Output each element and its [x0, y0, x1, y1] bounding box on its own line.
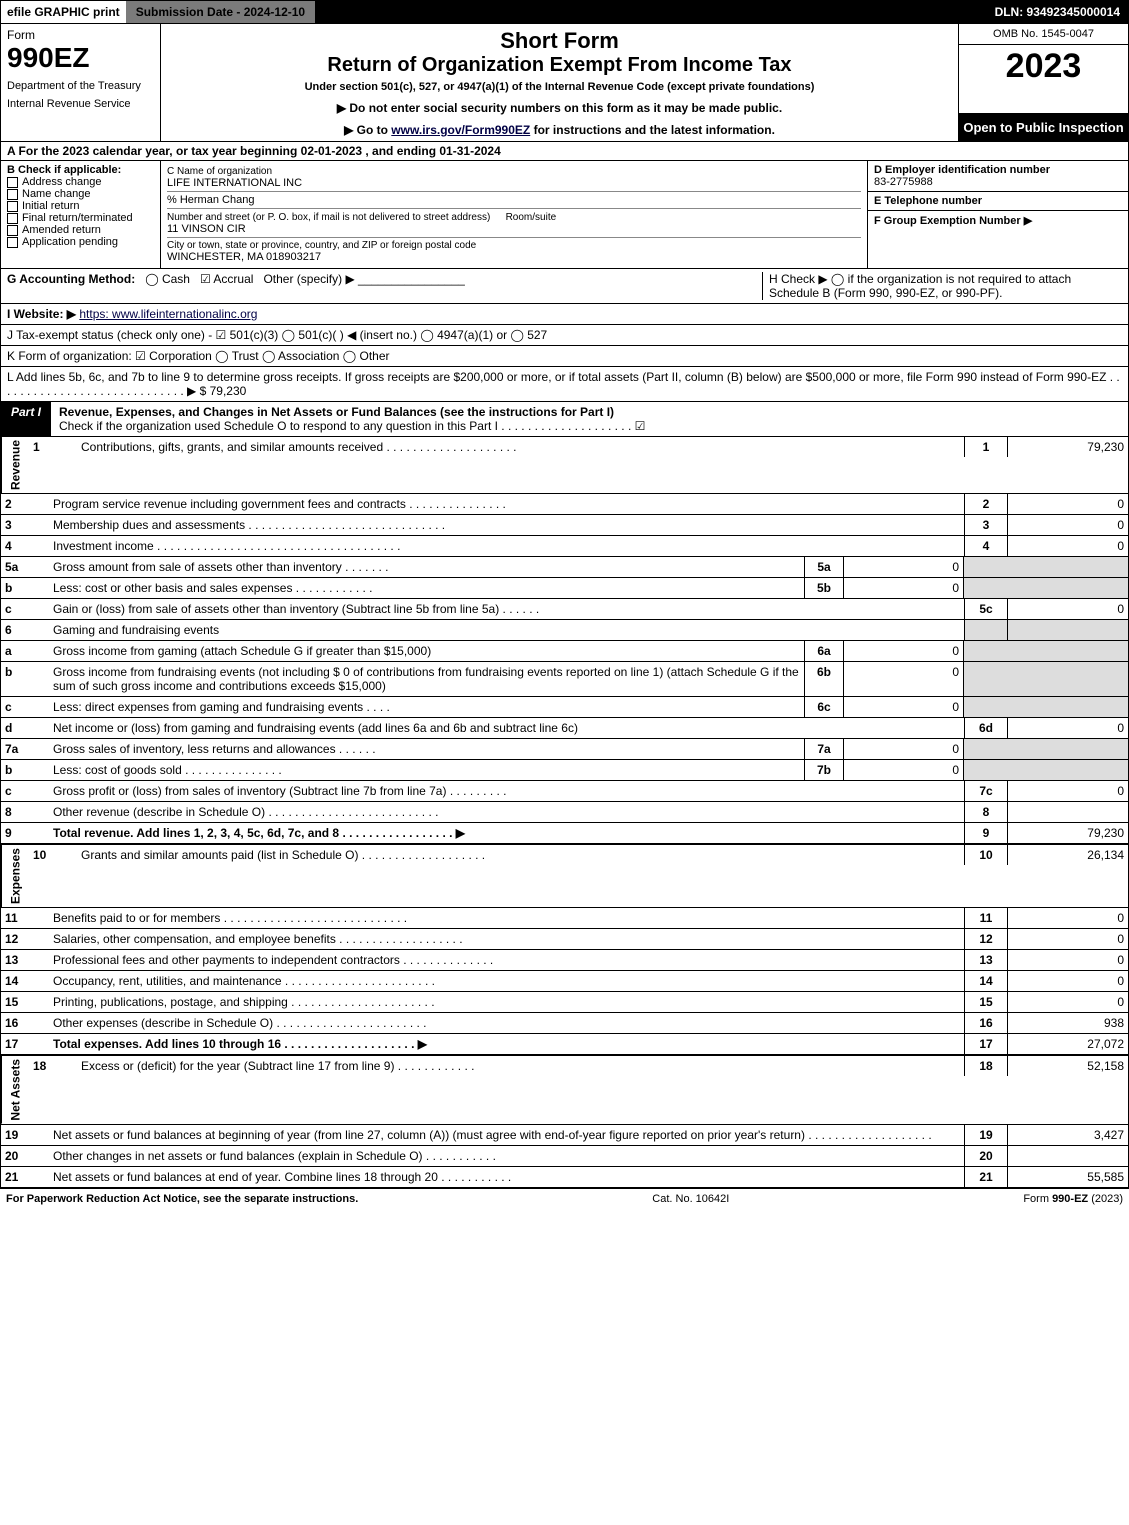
line-2: 2Program service revenue including gover… [1, 494, 1128, 515]
title-short-form: Short Form [169, 28, 950, 54]
open-to-public: Open to Public Inspection [959, 113, 1128, 141]
part1-tab: Part I [1, 402, 51, 436]
header-center: Short Form Return of Organization Exempt… [161, 24, 958, 141]
top-bar: efile GRAPHIC print Submission Date - 20… [0, 0, 1129, 24]
line-12: 12Salaries, other compensation, and empl… [1, 929, 1128, 950]
line-6c: cLess: direct expenses from gaming and f… [1, 697, 1128, 718]
pct-name: % Herman Chang [167, 192, 861, 209]
line-15: 15Printing, publications, postage, and s… [1, 992, 1128, 1013]
h-check: H Check ▶ ◯ if the organization is not r… [762, 272, 1122, 300]
g-accounting: G Accounting Method: ◯ Cash ☑ Accrual Ot… [7, 272, 762, 300]
note-ssn: ▶ Do not enter social security numbers o… [169, 101, 950, 115]
line-11: 11Benefits paid to or for members . . . … [1, 908, 1128, 929]
check-initial[interactable]: Initial return [7, 200, 154, 212]
line-7b: bLess: cost of goods sold . . . . . . . … [1, 760, 1128, 781]
line-20: 20Other changes in net assets or fund ba… [1, 1146, 1128, 1167]
line-7a: 7aGross sales of inventory, less returns… [1, 739, 1128, 760]
section-a: A For the 2023 calendar year, or tax yea… [0, 142, 1129, 161]
line-10: Expenses 10Grants and similar amounts pa… [1, 845, 1128, 908]
city-value: WINCHESTER, MA 018903217 [167, 251, 861, 263]
check-amended[interactable]: Amended return [7, 224, 154, 236]
ein-value: 83-2775988 [874, 176, 1122, 188]
line-21: 21Net assets or fund balances at end of … [1, 1167, 1128, 1188]
footer-mid: Cat. No. 10642I [652, 1193, 729, 1205]
box-b: B Check if applicable: Address change Na… [1, 161, 161, 269]
check-name[interactable]: Name change [7, 188, 154, 200]
row-k: K Form of organization: ☑ Corporation ◯ … [0, 346, 1129, 367]
line-9: 9Total revenue. Add lines 1, 2, 3, 4, 5c… [1, 823, 1128, 845]
line-19: 19Net assets or fund balances at beginni… [1, 1125, 1128, 1146]
line-14: 14Occupancy, rent, utilities, and mainte… [1, 971, 1128, 992]
revenue-side-label: Revenue [1, 437, 29, 493]
line-6a: aGross income from gaming (attach Schedu… [1, 641, 1128, 662]
line-6b: bGross income from fundraising events (n… [1, 662, 1128, 697]
efile-label: efile GRAPHIC print [1, 1, 126, 23]
netassets-side-label: Net Assets [1, 1056, 29, 1124]
header-left: Form 990EZ Department of the Treasury In… [1, 24, 161, 141]
line-4: 4Investment income . . . . . . . . . . .… [1, 536, 1128, 557]
f-label: F Group Exemption Number ▶ [874, 215, 1032, 227]
submission-date: Submission Date - 2024-12-10 [126, 1, 315, 23]
d-label: D Employer identification number [874, 164, 1122, 176]
form-label: Form [7, 28, 154, 42]
line-5b: bLess: cost or other basis and sales exp… [1, 578, 1128, 599]
check-address[interactable]: Address change [7, 176, 154, 188]
street-label: Number and street (or P. O. box, if mail… [167, 212, 490, 223]
row-i: I Website: ▶ https: www.lifeinternationa… [0, 304, 1129, 325]
street-value: 11 VINSON CIR [167, 223, 861, 235]
city-label: City or town, state or province, country… [167, 240, 861, 251]
line-6d: dNet income or (loss) from gaming and fu… [1, 718, 1128, 739]
dept-treasury: Department of the Treasury [7, 80, 154, 92]
box-c: C Name of organization LIFE INTERNATIONA… [161, 161, 868, 269]
part1-header: Part I Revenue, Expenses, and Changes in… [0, 402, 1129, 437]
revenue-table: Revenue 1Contributions, gifts, grants, a… [0, 437, 1129, 1188]
box-def: D Employer identification number 83-2775… [868, 161, 1128, 269]
irs-link[interactable]: www.irs.gov/Form990EZ [391, 123, 530, 137]
website-link[interactable]: https: www.lifeinternationalinc.org [79, 307, 257, 321]
line-5c: cGain or (loss) from sale of assets othe… [1, 599, 1128, 620]
form-header: Form 990EZ Department of the Treasury In… [0, 24, 1129, 142]
e-label: E Telephone number [874, 195, 1122, 207]
grid-bcd: B Check if applicable: Address change Na… [0, 161, 1129, 269]
header-right: OMB No. 1545-0047 2023 Open to Public In… [958, 24, 1128, 141]
footer-right: Form 990-EZ (2023) [1023, 1193, 1123, 1205]
line-18: Net Assets 18Excess or (deficit) for the… [1, 1056, 1128, 1125]
line-5a: 5aGross amount from sale of assets other… [1, 557, 1128, 578]
subtitle: Under section 501(c), 527, or 4947(a)(1)… [169, 81, 950, 93]
box-b-title: B Check if applicable: [7, 164, 154, 176]
footer-left: For Paperwork Reduction Act Notice, see … [6, 1193, 358, 1205]
line-8: 8Other revenue (describe in Schedule O) … [1, 802, 1128, 823]
line-7c: cGross profit or (loss) from sales of in… [1, 781, 1128, 802]
note-goto: ▶ Go to www.irs.gov/Form990EZ for instru… [169, 123, 950, 137]
line-6: 6Gaming and fundraising events [1, 620, 1128, 641]
page-footer: For Paperwork Reduction Act Notice, see … [0, 1188, 1129, 1209]
line-1: Revenue 1Contributions, gifts, grants, a… [1, 437, 1128, 494]
form-number: 990EZ [7, 42, 154, 74]
omb-number: OMB No. 1545-0047 [959, 24, 1128, 45]
line-16: 16Other expenses (describe in Schedule O… [1, 1013, 1128, 1034]
org-name: LIFE INTERNATIONAL INC [167, 177, 861, 189]
line-13: 13Professional fees and other payments t… [1, 950, 1128, 971]
check-pending[interactable]: Application pending [7, 236, 154, 248]
part1-title: Revenue, Expenses, and Changes in Net As… [51, 402, 1128, 436]
title-return: Return of Organization Exempt From Incom… [169, 54, 950, 77]
dln-label: DLN: 93492345000014 [987, 1, 1128, 23]
check-final[interactable]: Final return/terminated [7, 212, 154, 224]
line-3: 3Membership dues and assessments . . . .… [1, 515, 1128, 536]
line-17: 17Total expenses. Add lines 10 through 1… [1, 1034, 1128, 1056]
tax-year: 2023 [959, 45, 1128, 88]
row-j: J Tax-exempt status (check only one) - ☑… [0, 325, 1129, 346]
row-l: L Add lines 5b, 6c, and 7b to line 9 to … [0, 367, 1129, 402]
expenses-side-label: Expenses [1, 845, 29, 907]
dept-irs: Internal Revenue Service [7, 98, 154, 110]
row-gh: G Accounting Method: ◯ Cash ☑ Accrual Ot… [0, 269, 1129, 304]
room-label: Room/suite [506, 212, 557, 223]
c-label: C Name of organization [167, 166, 861, 177]
